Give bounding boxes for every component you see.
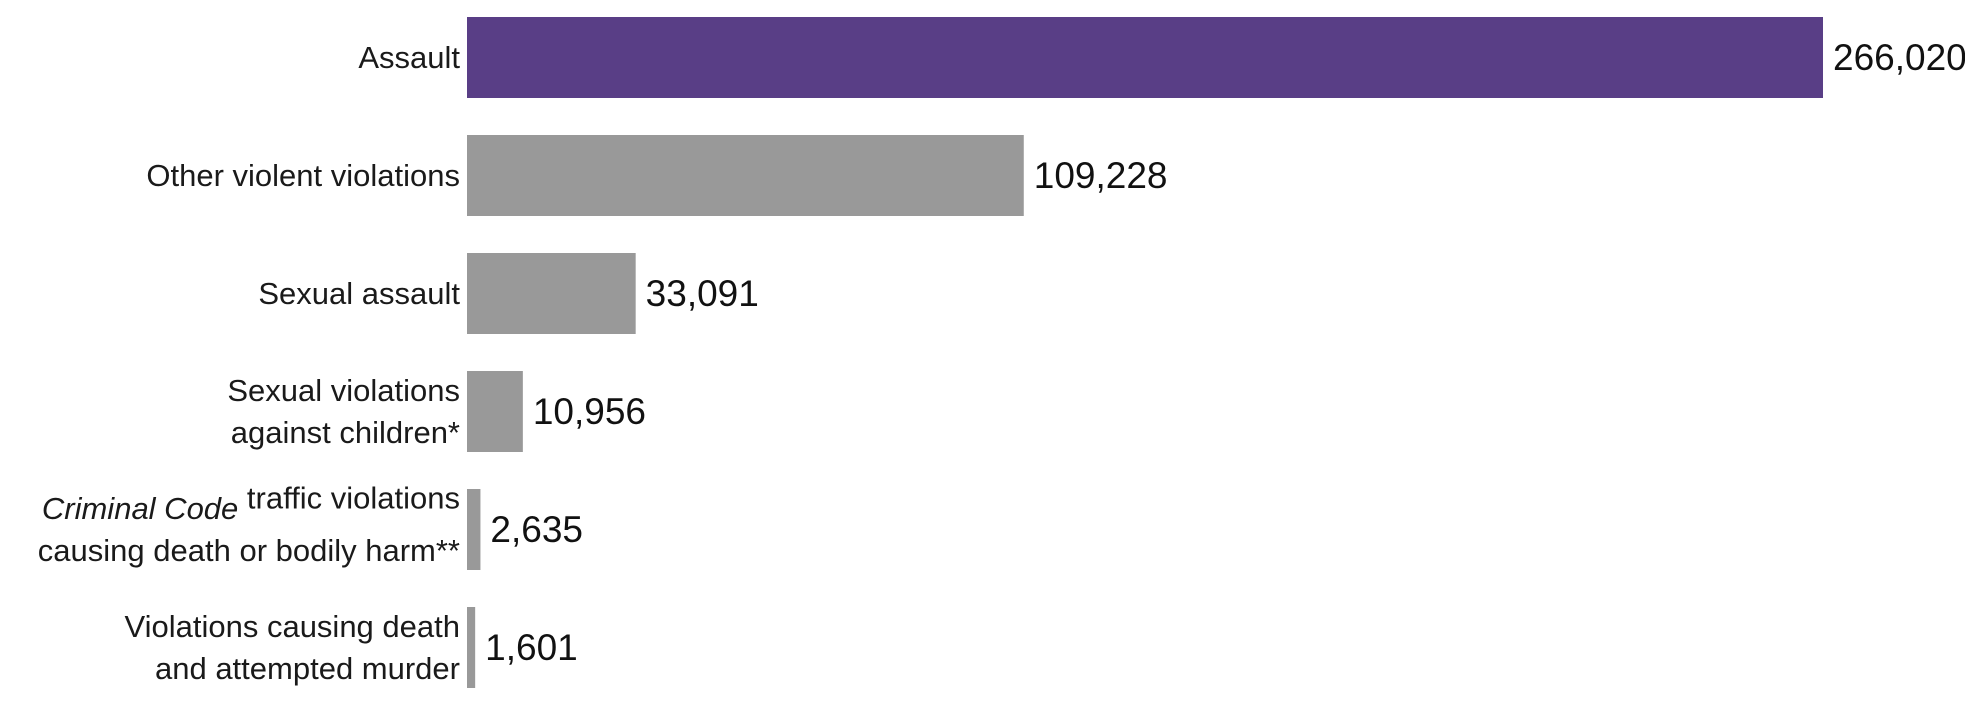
category-label: Violations causing death and attempted mu…	[124, 609, 460, 686]
data-label: 10,956	[533, 391, 646, 432]
category-label-line: Violations causing death	[124, 609, 460, 644]
bar	[467, 135, 1024, 216]
category-label-line: Sexual assault	[258, 276, 460, 311]
category-label-line: and attempted murder	[155, 651, 460, 686]
category-label-line: Sexual violations	[227, 373, 460, 408]
category-label: Criminal Code traffic violations causing …	[38, 481, 460, 569]
data-label: 266,020	[1833, 37, 1965, 78]
category-label-line: causing death or bodily harm**	[38, 533, 460, 568]
category-label: Sexual assault	[258, 276, 460, 311]
category-label-line: Criminal Code	[42, 491, 238, 526]
bar	[467, 489, 481, 570]
category-label: Other violent violations	[146, 158, 460, 193]
category-label-line: Assault	[358, 40, 460, 75]
bar	[467, 371, 523, 452]
bar	[467, 17, 1823, 98]
bar	[467, 607, 476, 688]
category-label-line: Other violent violations	[146, 158, 460, 193]
data-label: 109,228	[1034, 155, 1168, 196]
data-label: 1,601	[485, 627, 578, 668]
category-label-line: traffic violations	[238, 481, 460, 516]
data-label: 33,091	[646, 273, 759, 314]
category-label: Assault	[358, 40, 460, 75]
category-label: Sexual violations against children*	[227, 373, 460, 450]
bar	[467, 253, 636, 334]
data-label: 2,635	[490, 509, 583, 550]
category-label-line: against children*	[231, 415, 460, 450]
